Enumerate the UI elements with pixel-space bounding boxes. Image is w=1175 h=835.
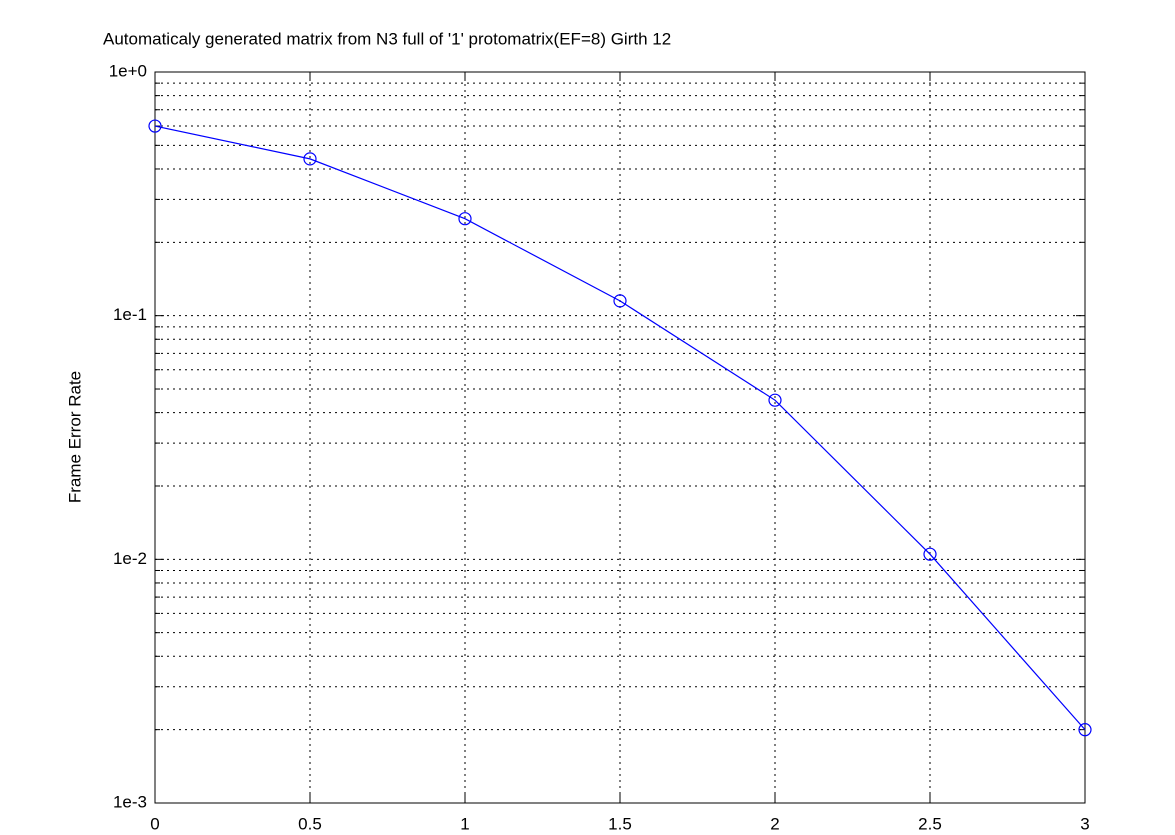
x-tick-label: 3 [1080,814,1089,833]
x-tick-label: 2.5 [918,814,942,833]
data-point [1078,723,1092,737]
data-point [923,547,937,561]
y-tick-label: 1e-2 [113,549,147,568]
x-tick-label: 1 [460,814,469,833]
data-point [458,212,472,226]
x-tick-label: 2 [770,814,779,833]
data-point [768,393,782,407]
data-point [148,119,162,133]
y-tick-label: 1e-3 [113,792,147,811]
y-axis-label: Frame Error Rate [65,371,84,503]
x-tick-label: 0.5 [298,814,322,833]
series-line [154,125,1086,731]
x-tick-label: 1.5 [608,814,632,833]
x-tick-label: 0 [150,814,159,833]
plot-frame [154,71,1086,804]
data-point [303,152,317,166]
y-tick-label: 1e+0 [109,61,147,80]
y-tick-label: 1e-1 [113,305,147,324]
data-point [613,294,627,308]
chart-title: Automaticaly generated matrix from N3 fu… [103,29,671,48]
